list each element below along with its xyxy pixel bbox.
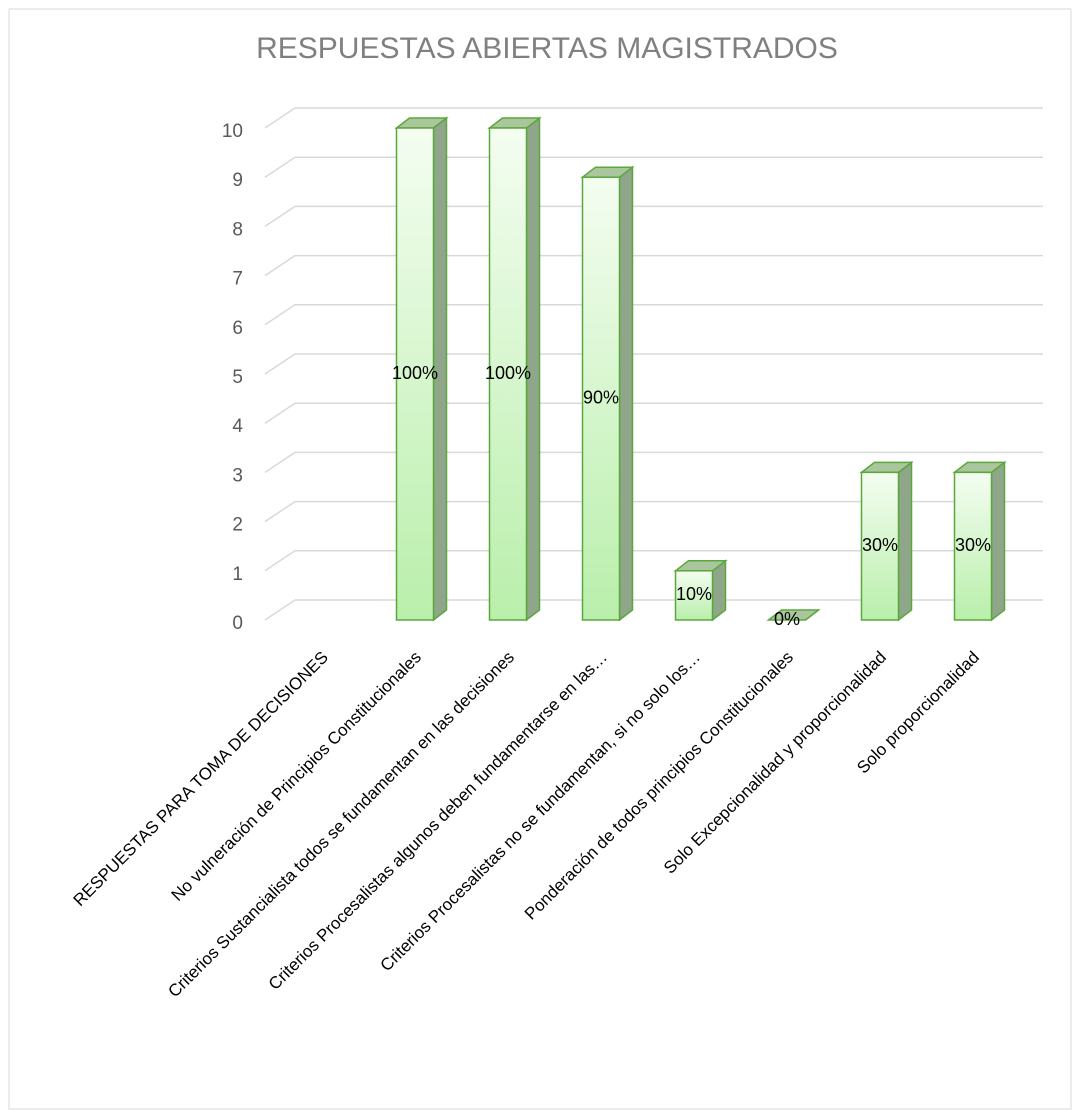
grid-line	[264, 451, 1043, 474]
data-label: 90%	[583, 387, 619, 407]
bar-front	[860, 471, 900, 621]
y-tick-label: 6	[232, 318, 243, 339]
y-tick-label: 4	[232, 416, 243, 437]
bar	[952, 460, 1007, 622]
bar	[859, 460, 914, 622]
bar-front	[674, 570, 714, 621]
y-tick-label: 9	[232, 170, 243, 191]
bar-front	[488, 127, 528, 621]
bar-side	[618, 165, 634, 622]
grid-line	[264, 304, 1043, 326]
data-label: 100%	[392, 363, 438, 383]
grid-line	[264, 599, 1043, 621]
y-tick-label: 7	[232, 269, 243, 290]
bar-front	[395, 127, 435, 621]
data-label: 30%	[862, 535, 898, 555]
data-label: 30%	[955, 535, 991, 555]
grid-line	[264, 107, 1043, 129]
y-tick-label: 10	[222, 121, 243, 142]
y-tick-label: 1	[232, 564, 243, 585]
y-tick-label: 5	[232, 367, 243, 388]
bar-top	[766, 609, 821, 621]
data-label: 0%	[774, 609, 800, 629]
bar	[487, 116, 542, 622]
grid-line	[264, 254, 1043, 277]
bar	[766, 609, 821, 621]
grid-line	[264, 500, 1043, 523]
y-tick-label: 0	[232, 613, 243, 634]
y-tick-label: 8	[232, 219, 243, 240]
bar	[394, 116, 449, 622]
y-tick-label: 3	[232, 465, 243, 486]
bar	[580, 165, 635, 622]
bar-front	[953, 471, 993, 621]
grid-line	[264, 205, 1043, 228]
bar	[673, 559, 728, 622]
grid-line	[264, 550, 1043, 572]
chart-title: RESPUESTAS ABIERTAS MAGISTRADOS	[256, 32, 838, 65]
grid-line	[264, 402, 1043, 424]
bar-side	[897, 460, 913, 622]
data-label: 100%	[485, 363, 531, 383]
grid-line	[264, 156, 1043, 178]
y-tick-label: 2	[232, 515, 243, 536]
grid-line	[264, 353, 1043, 375]
data-label: 10%	[676, 584, 712, 604]
bar-side	[990, 460, 1006, 622]
bar-front	[581, 176, 621, 621]
